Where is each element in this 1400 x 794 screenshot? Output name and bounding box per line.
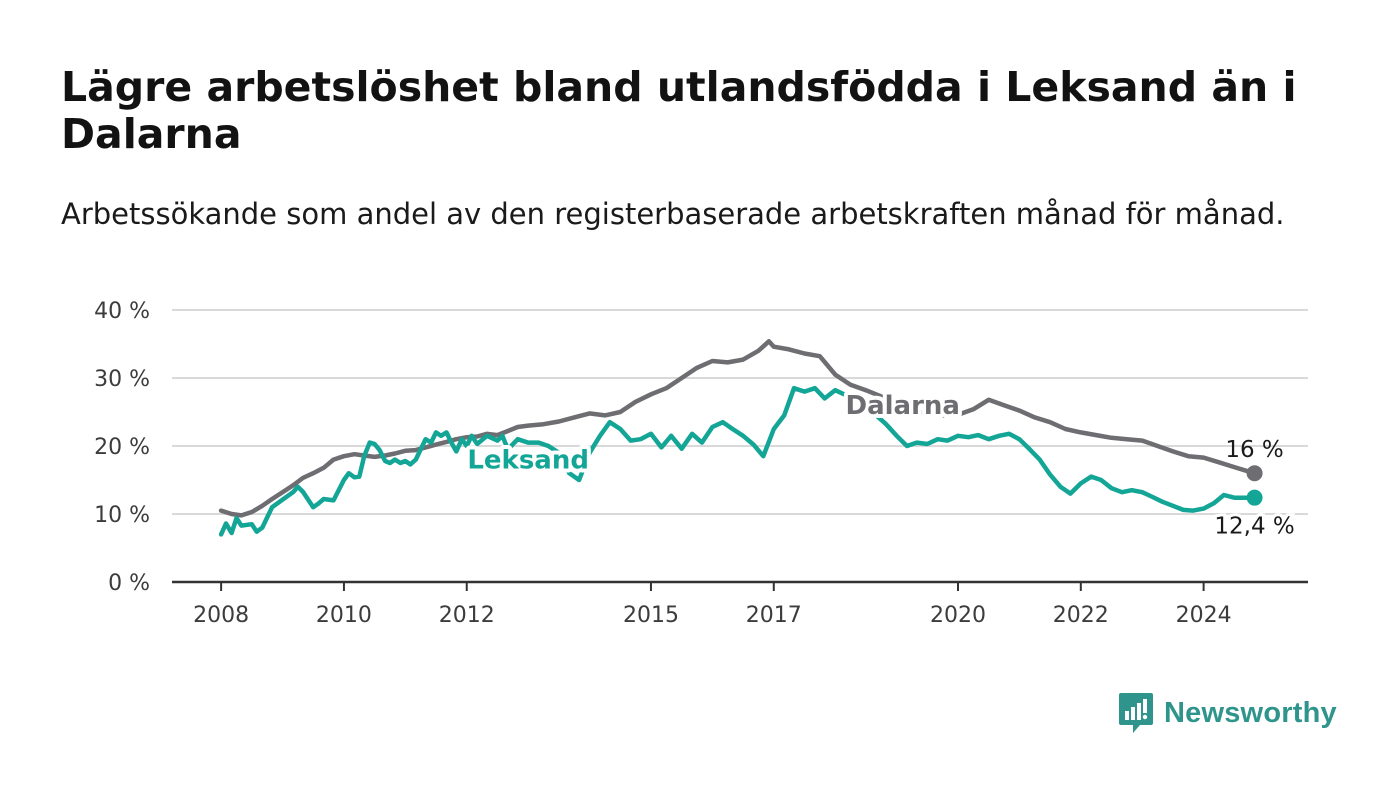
y-tick-label: 30 % [94,367,150,392]
x-axis-ticks: 2008 2010 2012 2015 2017 2020 2022 2024 [193,582,1232,628]
x-tick-label: 2010 [316,603,372,628]
gridlines [172,309,1308,584]
y-tick-label: 40 % [94,299,150,324]
chart-subtitle: Arbetssökande som andel av den registerb… [61,197,1285,231]
x-tick-label: 2012 [439,603,495,628]
x-tick-label: 2024 [1176,603,1232,628]
newsworthy-logo-icon [1119,693,1153,733]
x-tick-label: 2022 [1053,603,1109,628]
end-label-dalarna: 16 % [1225,437,1283,463]
x-tick-label: 2020 [930,603,986,628]
series-label-dalarna: Dalarna [845,391,959,421]
brand-name: Newsworthy [1164,696,1337,729]
chart-title: Lägre arbetslöshet bland utlandsfödda i … [61,63,1297,158]
y-axis-ticks: 0 % 10 % 20 % 30 % 40 % [94,299,150,596]
series-line-leksand [218,385,1257,537]
newsworthy-brand[interactable]: Newsworthy [1118,690,1337,736]
series-end-point-dalarna [1246,465,1263,482]
x-tick-label: 2008 [193,603,249,628]
x-tick-label: 2015 [623,603,679,628]
x-tick-label: 2017 [746,603,802,628]
y-tick-label: 20 % [94,435,150,460]
end-label-leksand: 12,4 % [1214,514,1294,540]
series-end-point-leksand [1246,489,1263,506]
series-labels: Dalarna Leksand 16 % 12,4 % [463,387,1297,542]
series-line-dalarna [218,339,1257,518]
y-tick-label: 10 % [94,503,150,528]
series-label-leksand: Leksand [467,446,589,476]
y-tick-label: 0 % [108,571,150,596]
series-lines [218,339,1263,537]
